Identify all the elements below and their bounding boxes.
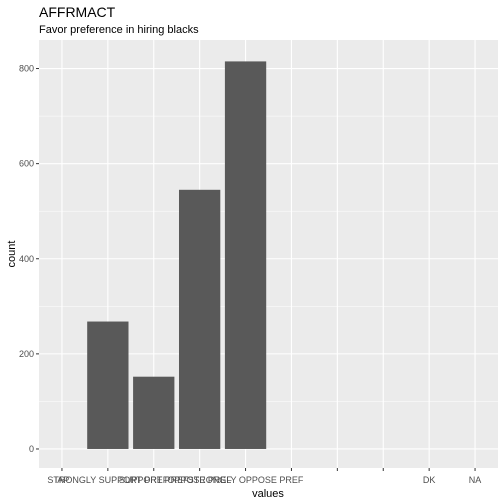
y-tick-label: 600	[19, 159, 34, 169]
y-tick-label: 400	[19, 254, 34, 264]
x-tick-label: OPPOSE PREF	[167, 475, 232, 485]
bars	[87, 61, 267, 449]
bar	[178, 189, 221, 449]
chart-subtitle: Favor preference in hiring blacks	[39, 24, 199, 36]
x-tick-label: SUPPORT PREF	[119, 475, 189, 485]
y-tick-label: 200	[19, 349, 34, 359]
chart-title: AFFRMACT	[39, 4, 116, 20]
bar	[224, 61, 267, 449]
x-tick-label: NA	[469, 475, 482, 485]
x-tick-label: IAP	[55, 475, 70, 485]
y-axis-title: count	[6, 241, 18, 268]
x-tick-label: DK	[423, 475, 436, 485]
bar	[87, 321, 129, 449]
y-tick-label: 0	[29, 444, 34, 454]
x-tick-label: STRONGLY OPPOSE PREF	[188, 475, 304, 485]
x-tick-label: STRONGLY SUPPORT PREF	[47, 475, 168, 485]
bar	[133, 376, 175, 449]
y-axis-ticks: 0 200 400 600 800	[19, 64, 39, 454]
x-axis-title: values	[252, 488, 284, 500]
y-tick-label: 800	[19, 64, 34, 74]
